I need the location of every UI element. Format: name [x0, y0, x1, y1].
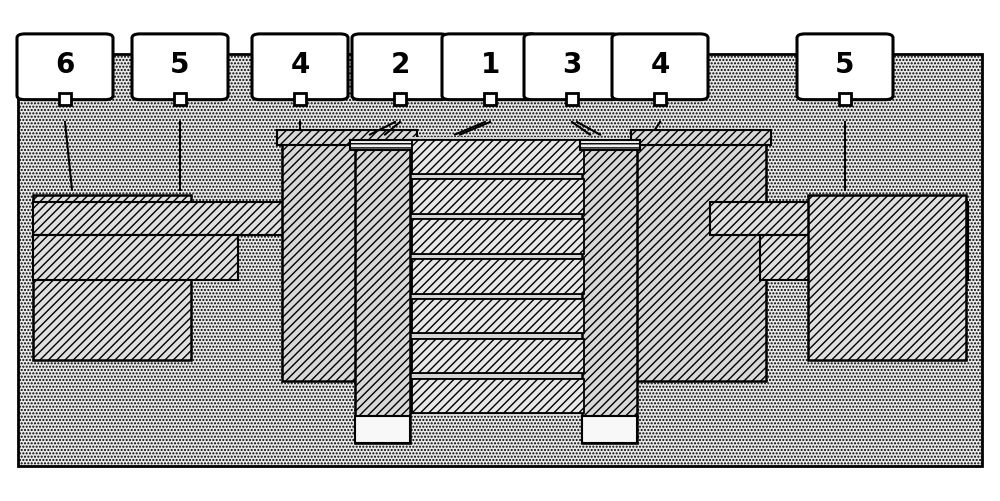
- Bar: [484, 94, 496, 105]
- Bar: [282, 133, 412, 381]
- FancyBboxPatch shape: [352, 35, 448, 100]
- FancyBboxPatch shape: [17, 35, 113, 100]
- Bar: [412, 379, 584, 413]
- Bar: [33, 203, 288, 235]
- Text: 2: 2: [390, 51, 410, 79]
- Text: 4: 4: [290, 51, 310, 79]
- Bar: [631, 130, 771, 145]
- Bar: [412, 260, 584, 294]
- Bar: [33, 195, 191, 361]
- Bar: [59, 94, 71, 105]
- Bar: [582, 143, 637, 443]
- Bar: [580, 140, 640, 150]
- Bar: [412, 299, 584, 334]
- FancyBboxPatch shape: [797, 35, 893, 100]
- Bar: [355, 416, 410, 443]
- Text: 1: 1: [480, 51, 500, 79]
- Text: 6: 6: [55, 51, 75, 79]
- Bar: [412, 220, 584, 255]
- Bar: [710, 203, 968, 235]
- FancyBboxPatch shape: [612, 35, 708, 100]
- Bar: [654, 94, 666, 105]
- Text: 3: 3: [562, 51, 582, 79]
- FancyBboxPatch shape: [252, 35, 348, 100]
- Bar: [277, 130, 417, 145]
- Bar: [174, 94, 186, 105]
- Bar: [412, 140, 584, 175]
- Bar: [412, 140, 584, 175]
- Bar: [412, 299, 584, 334]
- Bar: [412, 339, 584, 374]
- Bar: [582, 416, 637, 443]
- Bar: [636, 133, 766, 381]
- Bar: [407, 138, 589, 416]
- Text: 4: 4: [650, 51, 670, 79]
- FancyBboxPatch shape: [132, 35, 228, 100]
- Bar: [350, 140, 415, 150]
- Bar: [412, 379, 584, 413]
- FancyBboxPatch shape: [524, 35, 620, 100]
- FancyBboxPatch shape: [442, 35, 538, 100]
- Bar: [355, 143, 410, 443]
- Bar: [33, 235, 238, 281]
- Bar: [18, 55, 982, 466]
- Bar: [412, 339, 584, 374]
- Bar: [412, 180, 584, 214]
- Text: 5: 5: [170, 51, 190, 79]
- Bar: [760, 235, 968, 281]
- Bar: [839, 94, 851, 105]
- Bar: [412, 260, 584, 294]
- Bar: [412, 220, 584, 255]
- Bar: [566, 94, 578, 105]
- Text: 5: 5: [835, 51, 855, 79]
- Bar: [808, 195, 966, 361]
- Bar: [394, 94, 406, 105]
- Bar: [412, 180, 584, 214]
- Bar: [294, 94, 306, 105]
